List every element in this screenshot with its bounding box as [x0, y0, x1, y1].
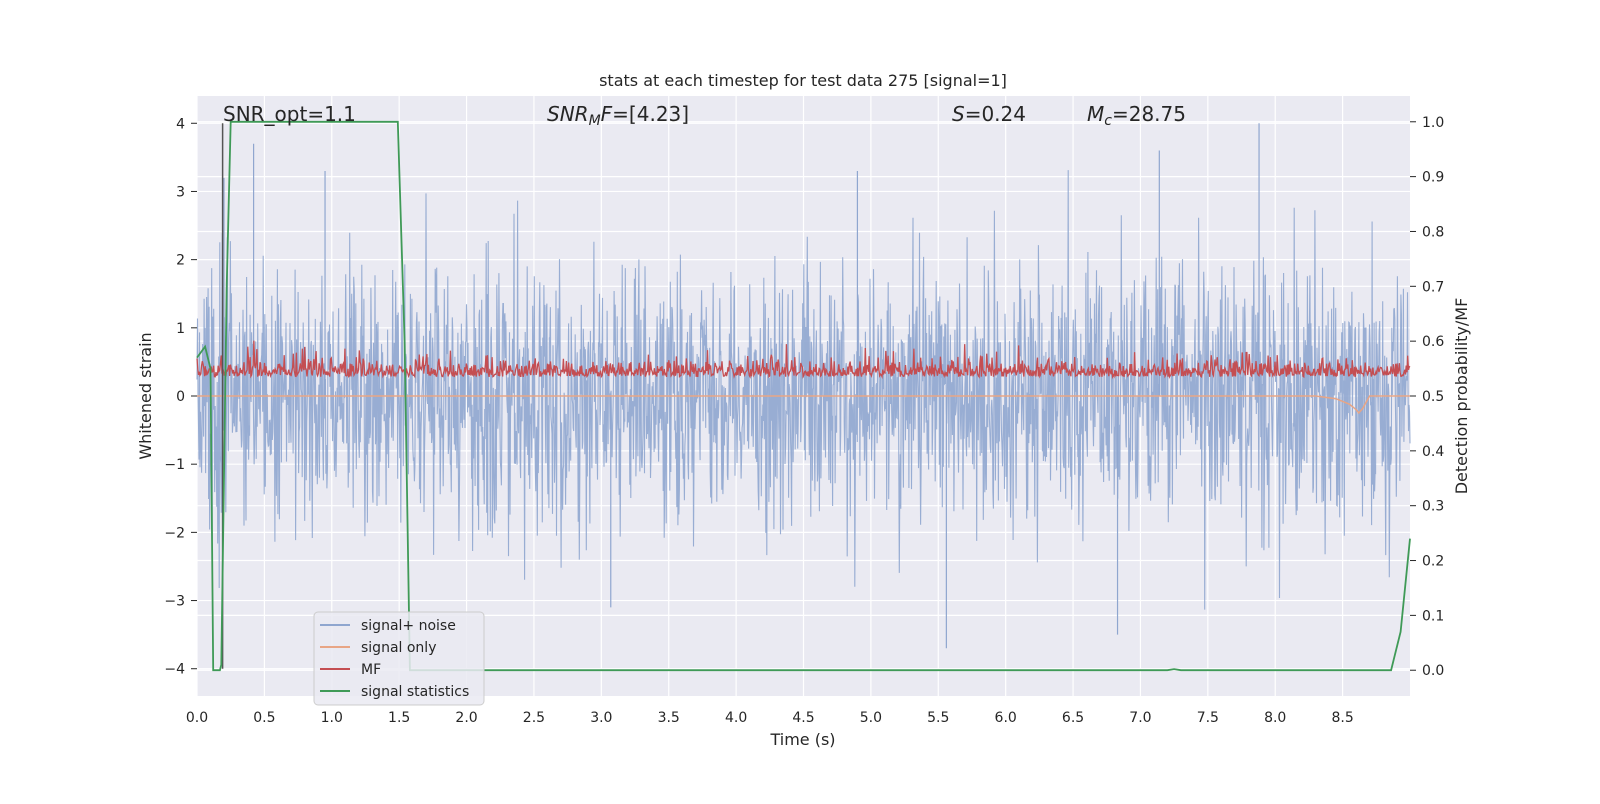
mc-symbol: M [1087, 102, 1104, 126]
snr-mf-annotation: SNRMF=[4.23] [547, 102, 689, 129]
x-tick-label: 6.0 [995, 710, 1017, 726]
x-tick-label: 1.5 [388, 710, 410, 726]
y2-tick-label: 0.9 [1422, 170, 1444, 186]
snr-mf-symbol: SNR [547, 102, 589, 126]
x-tick-label: 3.5 [658, 710, 680, 726]
y-tick-label: 0 [176, 389, 185, 405]
y-tick-label: 2 [176, 253, 185, 269]
y2-tick-label: 0.3 [1422, 499, 1444, 515]
series-mf [196, 340, 1411, 380]
s-symbol: S [952, 102, 965, 126]
mc-annotation: Mc=28.75 [1087, 102, 1186, 129]
y-tick-label: 1 [176, 321, 185, 337]
x-tick-label: 4.5 [792, 710, 814, 726]
snr-opt-annotation: SNR_opt=1.1 [223, 102, 356, 126]
x-tick-label: 8.5 [1331, 710, 1353, 726]
series-signal-only [197, 395, 1410, 415]
x-axis-label: Time (s) [769, 730, 835, 749]
y2-tick-label: 0.2 [1422, 554, 1444, 570]
legend-label-signal-only: signal only [361, 640, 436, 656]
y2-tick-label: 0.5 [1422, 389, 1444, 405]
series-signal-noise [196, 170, 1411, 610]
y2-tick-label: 1.0 [1422, 115, 1444, 131]
y2-tick-label: 0.0 [1422, 663, 1444, 679]
x-tick-label: 3.0 [590, 710, 612, 726]
legend-box [313, 611, 485, 706]
series-layer [196, 120, 1411, 672]
y-tick-label: 3 [176, 184, 185, 200]
s-annotation: S=0.24 [952, 102, 1026, 126]
y2-tick-label: 0.1 [1422, 608, 1444, 624]
x-tick-label: 5.5 [927, 710, 949, 726]
x-tick-label: 5.0 [860, 710, 882, 726]
y-tick-label: −2 [164, 525, 185, 541]
y2-tick-label: 0.6 [1422, 334, 1444, 350]
x-tick-label: 4.0 [725, 710, 747, 726]
y2-tick-label: 0.4 [1422, 444, 1444, 460]
snr-mf-subscript: M [589, 113, 601, 129]
y-tick-label: 4 [176, 116, 185, 132]
legend-label-signal-statistics: signal statistics [361, 684, 469, 700]
x-tick-label: 7.0 [1129, 710, 1151, 726]
mc-subscript: c [1104, 113, 1112, 129]
x-tick-label: 0.5 [253, 710, 275, 726]
legend-label-mf: MF [361, 662, 381, 678]
y-tick-label: −3 [164, 594, 185, 610]
x-tick-label: 7.5 [1197, 710, 1219, 726]
x-tick-label: 8.0 [1264, 710, 1286, 726]
y-tick-label: −4 [164, 662, 185, 678]
y2-tick-label: 0.8 [1422, 224, 1444, 240]
ticks: 0.0 0.5 1.0 1.5 2.0 2.5 3.0 3.5 4.0 4.5 5.0 5.5 6.0 6… [164, 115, 1444, 726]
y2-tick-label: 0.7 [1422, 279, 1444, 295]
x-tick-label: 2.0 [455, 710, 477, 726]
snr-mf-f: F [601, 102, 613, 126]
x-tick-label: 6.5 [1062, 710, 1084, 726]
series-signal-statistics [196, 120, 1411, 672]
x-tick-label: 1.0 [321, 710, 343, 726]
mc-value: =28.75 [1112, 102, 1186, 126]
chart-title: stats at each timestep for test data 275… [599, 71, 1007, 90]
y2-axis-label: Detection probability/MF [1452, 298, 1471, 495]
legend-label-signal-noise: signal+ noise [361, 618, 456, 634]
s-value: =0.24 [965, 102, 1026, 126]
y-tick-label: −1 [164, 457, 185, 473]
legend: signal+ noise signal only MF signal stat… [313, 611, 485, 706]
snr-mf-value: =[4.23] [612, 102, 689, 126]
x-tick-label: 2.5 [523, 710, 545, 726]
y-axis-label: Whitened strain [136, 332, 155, 459]
x-tick-label: 0.0 [186, 710, 208, 726]
